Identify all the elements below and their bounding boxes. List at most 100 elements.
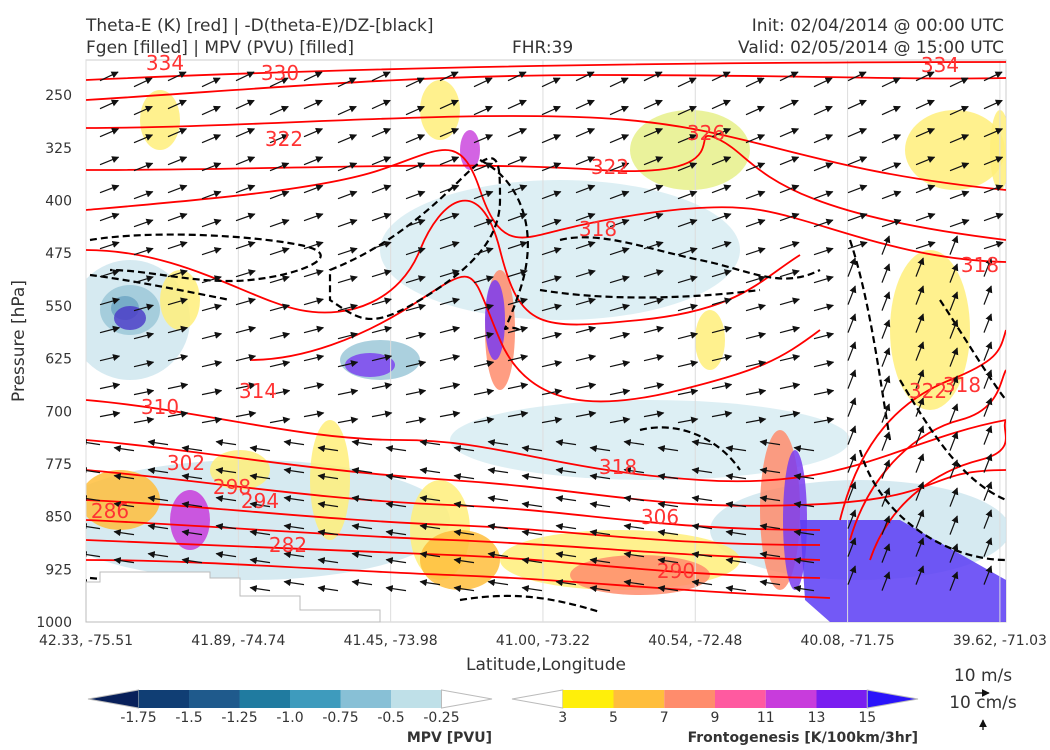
wind-vector [575,382,597,390]
wind-vector [575,128,596,138]
wind-vector [759,523,781,531]
wind-vector [405,303,426,312]
wind-vector [371,156,392,166]
wind-vector [303,354,325,362]
wind-vector [201,388,223,396]
fgen-max-region [345,353,395,377]
wind-vector [235,269,256,278]
colorbar-tick-label: -1.0 [276,710,303,726]
shaded-region [86,460,450,580]
wind-vector [609,275,630,284]
wind-vector [521,557,543,565]
wind-vector [303,241,324,250]
wind-vector [337,303,358,312]
colorbar-tick-label: 5 [609,710,618,726]
title-left-1: Theta-E (K) [red] | -D(theta-E)/DZ-[blac… [85,16,434,36]
wind-vector [745,218,766,228]
wind-vector [147,551,169,559]
dthetae-line [459,594,601,614]
wind-vector [711,156,732,166]
wind-vector [269,218,290,228]
wind-vector [575,71,595,82]
wind-vector [983,184,1004,194]
wind-vector [745,162,766,172]
contour-label: 310 [141,395,179,419]
wind-vector [201,218,222,228]
wind-vector [813,247,834,256]
wind-vector [473,247,494,256]
shaded-region [160,270,200,330]
wind-vector [575,184,596,194]
wind-vector [725,445,747,453]
wind-vector [371,184,392,194]
wind-vector [269,77,289,88]
wind-vector [147,495,169,503]
wind-vector [439,156,460,166]
wind-vector [371,128,392,138]
wind-vector [167,71,187,82]
wind-vector [555,523,577,531]
contour-label: 318 [943,373,981,397]
wind-vector [405,105,425,116]
wind-vector [351,551,373,559]
wind-vector [915,128,936,138]
wind-vector [609,162,630,172]
wind-vector [269,190,290,200]
wind-vector [725,501,747,509]
wind-vector [915,313,925,333]
wind-vector [575,325,597,334]
wind-vector [677,275,698,284]
wind-vector [473,77,493,88]
wind-vector [317,501,339,509]
theta-e-line [86,115,1006,191]
wind-vector [419,467,441,475]
wind-vector [949,77,969,88]
wind-vector [725,473,747,481]
contour-label: 318 [579,217,617,241]
wind-vector [487,439,509,447]
wind-vector [541,218,562,228]
wind-vector [589,557,611,565]
wind-vector [453,529,475,537]
wind-vector [453,557,475,565]
dthetae-line [539,288,761,299]
x-tick-label: 41.00, -73.22 [496,633,590,649]
wind-vector [167,354,189,362]
wind-vector [881,431,891,451]
wind-vector [915,453,925,473]
wind-vector [657,473,679,481]
wind-vector [419,579,441,587]
wind-vector [371,99,391,110]
wind-vector [269,331,291,340]
wind-vector [303,99,323,110]
wind-vector [745,77,765,88]
wind-vector [249,529,271,537]
wind-vector [793,557,815,565]
wind-vector [847,481,857,501]
wind-vector [133,218,154,228]
wind-vector [949,431,959,451]
theta-e-line [86,399,1006,483]
wind-vector [677,162,698,172]
colorbar-swatch [290,690,341,708]
wind-vector [813,77,833,88]
wind-vector [711,99,731,110]
wind-vector [589,501,611,509]
contour-label: 294 [241,489,279,513]
wind-vector [439,128,460,138]
wind-vector [235,99,255,110]
wind-vector [235,184,256,194]
wind-vector [983,156,1004,166]
wind-vector [847,71,867,82]
wind-vector [915,425,925,445]
wind-vector [269,247,290,256]
wind-vector [677,190,698,200]
wind-vector [181,445,203,453]
wind-vector [269,134,290,144]
wind-vector [133,247,154,256]
wind-vector [915,99,935,110]
wind-vector [439,297,460,306]
colorbar-swatch [715,690,766,708]
wind-vector [575,241,596,250]
wind-vector [915,285,925,305]
